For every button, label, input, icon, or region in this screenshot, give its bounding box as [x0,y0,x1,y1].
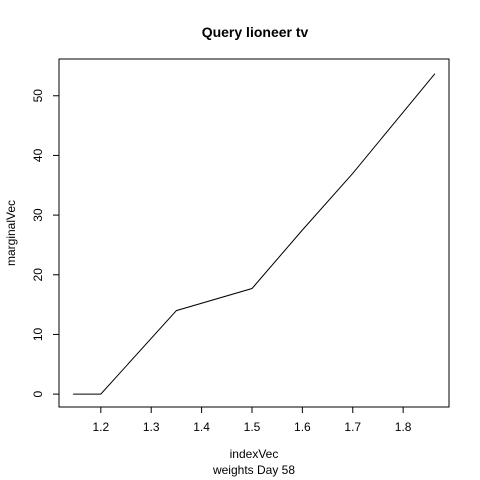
y-tick-label: 0 [31,390,45,397]
y-axis: 0 10 20 30 40 50 [31,89,59,398]
y-tick-label: 30 [31,208,45,222]
x-tick-label: 1.2 [92,420,109,434]
x-tick-label: 1.6 [294,420,311,434]
y-tick-label: 40 [31,148,45,162]
x-axis-label: indexVec [230,447,279,461]
x-tick-label: 1.5 [244,420,261,434]
x-axis-sublabel: weights Day 58 [212,463,295,477]
series-line-0 [73,74,435,394]
x-axis: 1.2 1.3 1.4 1.5 1.6 1.7 1.8 [92,407,411,434]
series-layer [73,74,435,394]
y-tick-label: 10 [31,327,45,341]
y-tick-label: 20 [31,268,45,282]
x-tick-label: 1.3 [143,420,160,434]
plot-frame [59,59,449,407]
x-tick-label: 1.7 [344,420,361,434]
y-axis-label: marginalVec [4,200,18,266]
chart-title: Query lioneer tv [202,24,309,40]
y-tick-label: 50 [31,89,45,103]
x-tick-label: 1.8 [395,420,412,434]
x-tick-label: 1.4 [193,420,210,434]
